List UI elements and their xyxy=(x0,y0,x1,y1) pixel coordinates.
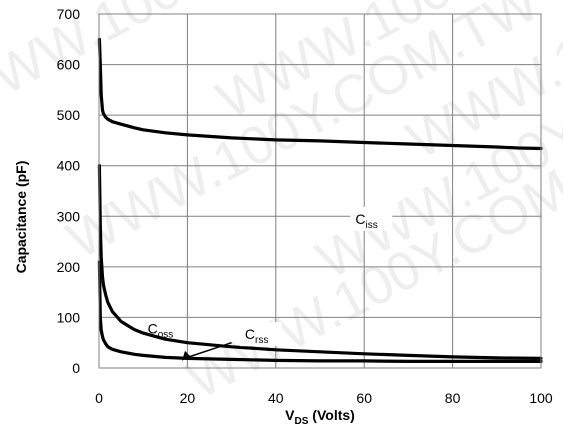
y-tick-label: 600 xyxy=(57,57,81,73)
y-tick-label: 400 xyxy=(57,158,81,174)
rss-leader-line xyxy=(182,342,232,360)
series-label-bg xyxy=(350,206,393,231)
x-tick-labels: 0 20 40 60 80 100 xyxy=(95,390,553,406)
rss-leader-arrowhead xyxy=(181,350,190,361)
series-label-bg xyxy=(239,322,282,347)
y-tick-label: 100 xyxy=(57,309,81,325)
y-tick-label: 500 xyxy=(57,107,81,123)
x-axis-title: VDS (Volts) xyxy=(285,407,355,427)
y-tick-label: 0 xyxy=(72,360,80,376)
x-tick-label: 40 xyxy=(268,390,284,406)
x-tick-label: 100 xyxy=(529,390,553,406)
series-line-iss xyxy=(97,37,543,151)
plot-frame xyxy=(98,13,542,369)
series-line-rss xyxy=(97,260,543,363)
x-tick-label: 60 xyxy=(356,390,372,406)
series-layer xyxy=(97,37,543,363)
y-axis-title: Capacitance (pF) xyxy=(13,161,29,274)
x-tick-label: 0 xyxy=(95,390,103,406)
series-labels: Ciss Coss Crss xyxy=(148,206,393,361)
x-axis-title-main: V xyxy=(285,407,295,423)
x-tick-label: 80 xyxy=(445,390,461,406)
y-tick-label: 200 xyxy=(57,259,81,275)
series-label-iss: Ciss xyxy=(355,211,377,231)
y-tick-label: 700 xyxy=(57,6,81,22)
x-axis-title-sub: DS xyxy=(295,416,309,427)
series-label-oss: Coss xyxy=(148,321,174,341)
series-label-rss: Crss xyxy=(245,326,268,346)
x-tick-label: 20 xyxy=(180,390,196,406)
y-tick-label: 300 xyxy=(57,208,81,224)
series-line-oss xyxy=(97,164,543,360)
x-axis-title-suffix: (Volts) xyxy=(308,407,354,423)
y-tick-labels: 0 100 200 300 400 500 600 700 xyxy=(57,6,81,376)
